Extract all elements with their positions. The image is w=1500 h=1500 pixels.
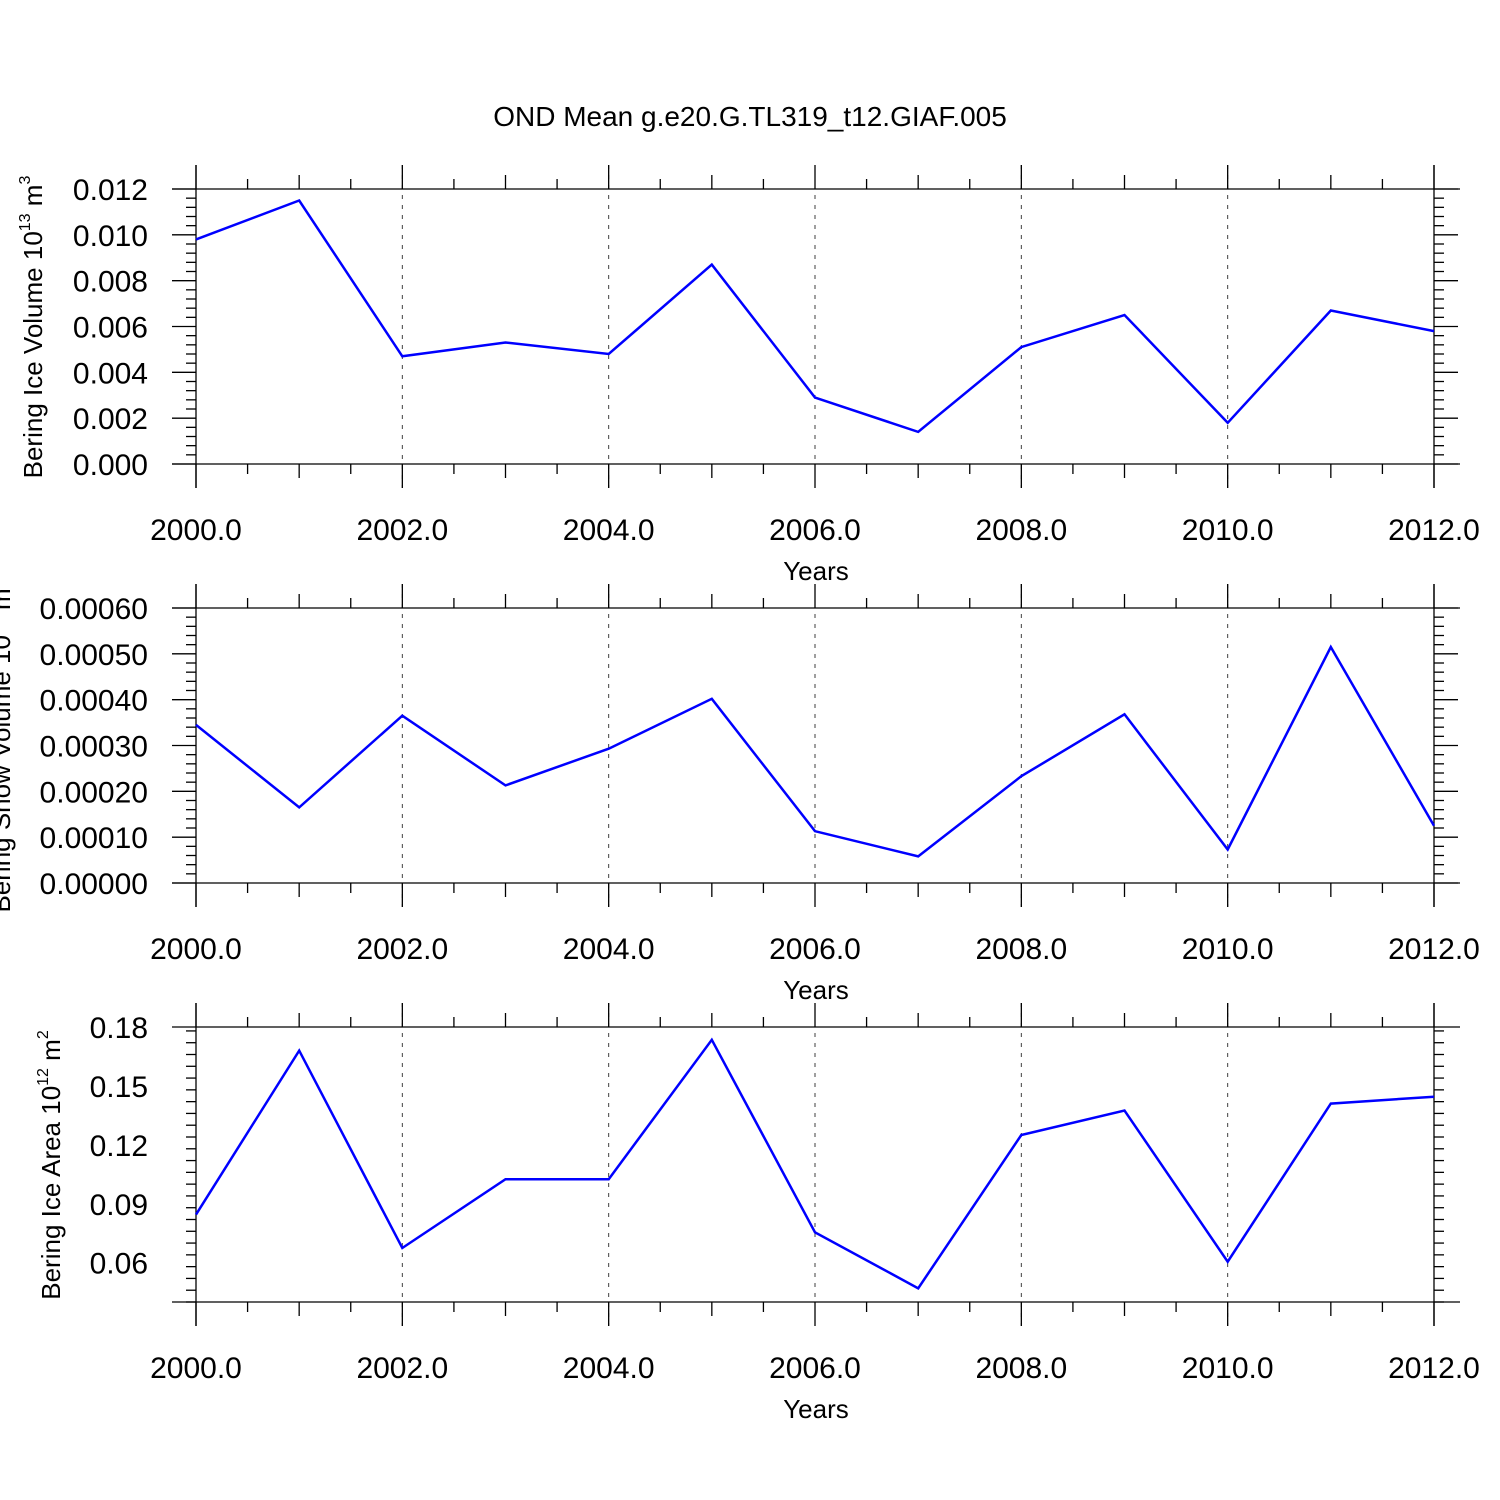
- y-tick-label: 0.00040: [40, 685, 148, 718]
- x-ticks: 2000.0 2002.0 2004.0 2006.0 2008.0 2010.0 2012…: [150, 584, 1480, 966]
- x-tick-label: 2002.0: [356, 1352, 448, 1385]
- series-line: [195, 644, 1436, 858]
- x-tick-label: 2002.0: [356, 933, 448, 966]
- y-ticks: 0.000 0.002 0.004 0.006 0.008 0.010 0.012: [73, 174, 1458, 482]
- y-axis-title: Bering Snow Volume 1013 m3: [0, 579, 16, 912]
- x-tick-label: 2000.0: [150, 514, 242, 547]
- y-tick-label: 0.15: [90, 1071, 148, 1104]
- y-axis-title: Bering Ice Volume 1013 m3: [17, 176, 48, 479]
- plot-frame: [172, 1003, 1460, 1326]
- y-tick-label: 0.18: [90, 1012, 148, 1045]
- y-tick-label: 0.06: [90, 1248, 148, 1281]
- y-tick-label: 0.004: [73, 357, 148, 390]
- x-tick-label: 2012.0: [1388, 933, 1480, 966]
- x-tick-label: 2006.0: [769, 933, 861, 966]
- series-line: [194, 1037, 1435, 1290]
- x-tick-label: 2006.0: [769, 1352, 861, 1385]
- panel-3: 2000.0 2002.0 2004.0 2006.0 2008.0 2010.0 2012…: [35, 1003, 1480, 1424]
- y-tick-label: 0.002: [73, 403, 148, 436]
- x-tick-label: 2010.0: [1182, 933, 1274, 966]
- x-tick-label: 2008.0: [975, 1352, 1067, 1385]
- panel-2: 2000.0 2002.0 2004.0 2006.0 2008.0 2010.0 2012…: [0, 579, 1480, 1005]
- y-tick-label: 0.09: [90, 1189, 148, 1222]
- x-tick-label: 2012.0: [1388, 514, 1480, 547]
- y-ticks: 0.00000 0.00010 0.00020 0.00030 0.00040 0.000…: [40, 593, 1458, 901]
- x-tick-label: 2002.0: [356, 514, 448, 547]
- chart-panels: 2000.0 2002.0 2004.0 2006.0 2008.0 2010.0 2012…: [0, 165, 1480, 1424]
- x-tick-label: 2012.0: [1388, 1352, 1480, 1385]
- panel-1: 2000.0 2002.0 2004.0 2006.0 2008.0 2010.0 2012…: [17, 165, 1480, 586]
- y-tick-label: 0.00010: [40, 822, 148, 855]
- y-axis-title: Bering Ice Area 1012 m2: [35, 1030, 66, 1300]
- y-tick-label: 0.000: [73, 449, 148, 482]
- x-tick-label: 2010.0: [1182, 1352, 1274, 1385]
- x-tick-label: 2008.0: [975, 933, 1067, 966]
- y-tick-label: 0.010: [73, 220, 148, 253]
- y-tick-label: 0.00050: [40, 639, 148, 672]
- y-tick-label: 0.12: [90, 1130, 148, 1163]
- y-tick-label: 0.00060: [40, 593, 148, 626]
- y-tick-label: 0.008: [73, 266, 148, 299]
- x-tick-label: 2004.0: [563, 1352, 655, 1385]
- x-ticks: 2000.0 2002.0 2004.0 2006.0 2008.0 2010.0 2012…: [150, 1003, 1480, 1385]
- plot-frame: [172, 584, 1460, 907]
- y-tick-label: 0.006: [73, 312, 148, 345]
- series-line: [195, 198, 1435, 434]
- plot-frame: [172, 165, 1460, 488]
- x-axis-title: Years: [783, 556, 849, 586]
- x-tick-label: 2000.0: [150, 1352, 242, 1385]
- x-tick-label: 2008.0: [975, 514, 1067, 547]
- x-grid: [401, 1003, 1229, 1326]
- x-tick-label: 2000.0: [150, 933, 242, 966]
- y-tick-label: 0.00000: [40, 868, 148, 901]
- x-axis-title: Years: [783, 1394, 849, 1424]
- y-tick-label: 0.00030: [40, 731, 148, 764]
- y-tick-label: 0.012: [73, 174, 148, 207]
- y-tick-label: 0.00020: [40, 776, 148, 809]
- x-axis-title: Years: [783, 975, 849, 1005]
- x-tick-label: 2004.0: [563, 514, 655, 547]
- x-ticks: 2000.0 2002.0 2004.0 2006.0 2008.0 2010.0 2012…: [150, 165, 1480, 547]
- x-tick-label: 2006.0: [769, 514, 861, 547]
- x-grid: [401, 165, 1229, 488]
- x-grid: [401, 584, 1229, 907]
- y-ticks: 0.06 0.09 0.12 0.15 0.18: [90, 1012, 1444, 1303]
- chart-title: OND Mean g.e20.G.TL319_t12.GIAF.005: [493, 101, 1007, 132]
- x-tick-label: 2010.0: [1182, 514, 1274, 547]
- x-tick-label: 2004.0: [563, 933, 655, 966]
